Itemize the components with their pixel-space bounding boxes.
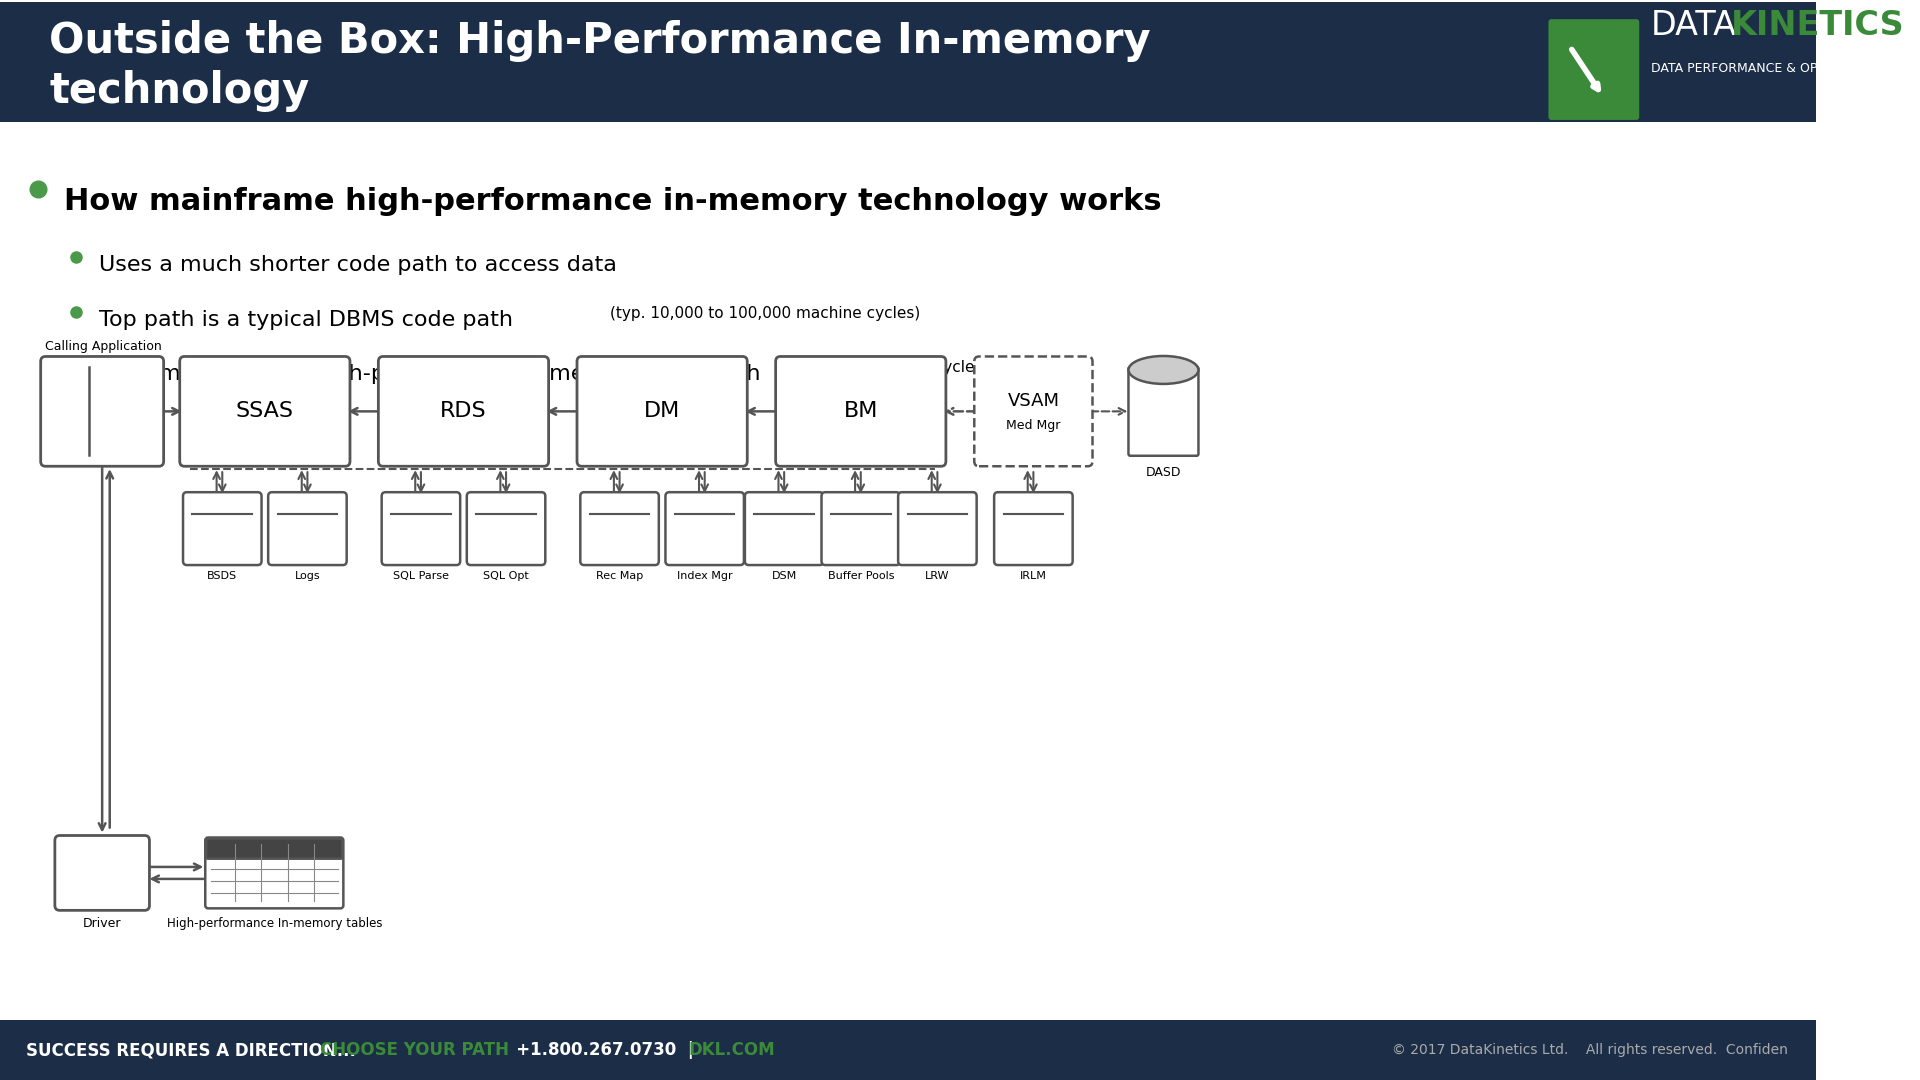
Text: Logs: Logs [294, 571, 321, 581]
Text: Buffer Pools: Buffer Pools [828, 571, 895, 581]
FancyBboxPatch shape [1548, 19, 1640, 120]
Text: BM: BM [843, 402, 877, 421]
Text: High-performance In-memory tables: High-performance In-memory tables [167, 917, 382, 930]
Text: DSM: DSM [772, 571, 797, 581]
Text: DKL.COM: DKL.COM [689, 1041, 776, 1059]
FancyBboxPatch shape [666, 492, 743, 565]
Text: Med Mgr: Med Mgr [1006, 419, 1060, 432]
Text: Calling Application: Calling Application [46, 340, 161, 353]
FancyBboxPatch shape [776, 356, 947, 467]
Text: How mainframe high-performance in-memory technology works: How mainframe high-performance in-memory… [65, 187, 1162, 216]
Text: SQL Opt: SQL Opt [484, 571, 528, 581]
Text: RDS: RDS [440, 402, 488, 421]
FancyBboxPatch shape [205, 838, 342, 859]
Text: Bottom path is the high-performance in-memory code path: Bottom path is the high-performance in-m… [100, 364, 768, 384]
Text: Driver: Driver [83, 917, 121, 930]
Bar [0, 1021, 1816, 1080]
Text: DATA: DATA [1651, 9, 1736, 42]
Text: KINETICS: KINETICS [1732, 9, 1905, 42]
FancyBboxPatch shape [378, 356, 549, 467]
Text: VSAM: VSAM [1008, 392, 1060, 410]
Text: DM: DM [643, 402, 680, 421]
Text: IRLM: IRLM [1020, 571, 1046, 581]
FancyBboxPatch shape [973, 356, 1092, 467]
Text: SSAS: SSAS [236, 402, 294, 421]
FancyBboxPatch shape [995, 492, 1073, 565]
Text: SUCCESS REQUIRES A DIRECTION...: SUCCESS REQUIRES A DIRECTION... [27, 1041, 363, 1059]
Text: +1.800.267.0730  |: +1.800.267.0730 | [499, 1041, 707, 1059]
Text: BSDS: BSDS [207, 571, 238, 581]
Text: Outside the Box: High-Performance In-memory: Outside the Box: High-Performance In-mem… [50, 21, 1150, 63]
FancyBboxPatch shape [382, 492, 461, 565]
Text: Index Mgr: Index Mgr [678, 571, 733, 581]
Text: © 2017 DataKinetics Ltd.    All rights reserved.  Confiden: © 2017 DataKinetics Ltd. All rights rese… [1392, 1043, 1788, 1057]
Bar [0, 2, 1816, 122]
FancyBboxPatch shape [40, 356, 163, 467]
FancyBboxPatch shape [1129, 367, 1198, 456]
Text: CHOOSE YOUR PATH: CHOOSE YOUR PATH [321, 1041, 509, 1059]
FancyBboxPatch shape [56, 836, 150, 910]
Text: (typ. 400 machine cycles): (typ. 400 machine cycles) [789, 361, 989, 376]
Text: Rec Map: Rec Map [595, 571, 643, 581]
Text: DATA PERFORMANCE & OPTIMIZATION: DATA PERFORMANCE & OPTIMIZATION [1651, 62, 1889, 75]
Text: LRW: LRW [925, 571, 950, 581]
Text: (typ. 10,000 to 100,000 machine cycles): (typ. 10,000 to 100,000 machine cycles) [611, 306, 920, 321]
FancyBboxPatch shape [269, 492, 348, 565]
Text: Top path is a typical DBMS code path: Top path is a typical DBMS code path [100, 310, 520, 329]
FancyBboxPatch shape [182, 492, 261, 565]
FancyBboxPatch shape [580, 492, 659, 565]
Text: technology: technology [50, 70, 309, 112]
FancyBboxPatch shape [467, 492, 545, 565]
FancyBboxPatch shape [205, 837, 344, 908]
FancyBboxPatch shape [745, 492, 824, 565]
FancyBboxPatch shape [899, 492, 977, 565]
FancyBboxPatch shape [822, 492, 900, 565]
Text: Uses a much shorter code path to access data: Uses a much shorter code path to access … [100, 255, 616, 274]
Text: DASD: DASD [1146, 465, 1181, 478]
FancyBboxPatch shape [180, 356, 349, 467]
FancyBboxPatch shape [578, 356, 747, 467]
Text: SQL Parse: SQL Parse [394, 571, 449, 581]
Ellipse shape [1129, 356, 1198, 383]
